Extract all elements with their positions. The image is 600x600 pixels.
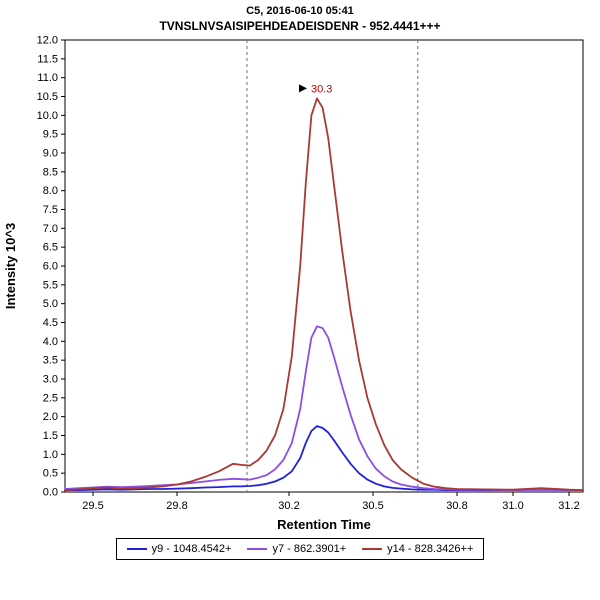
legend: y9 - 1048.4542+ y7 - 862.3901+ y14 - 828.3… [115,537,485,560]
svg-text:8.0: 8.0 [43,185,58,197]
y-axis-title: Intensity 10^3 [3,223,18,309]
legend-item: y7 - 862.3901+ [247,543,346,555]
svg-text:2.5: 2.5 [43,392,58,404]
svg-text:10.0: 10.0 [37,110,58,122]
legend-line-swatch [126,547,147,550]
peak-annotation: 30.3 [299,83,332,95]
svg-text:30.8: 30.8 [446,500,467,512]
svg-text:9.0: 9.0 [43,147,58,159]
svg-text:5.0: 5.0 [43,298,58,310]
svg-text:0.0: 0.0 [43,486,58,498]
svg-text:1.0: 1.0 [43,449,58,461]
legend-line-swatch [247,547,268,550]
replicate-title: C5, 2016-06-10 05:41 [246,5,354,17]
svg-text:4.0: 4.0 [43,336,58,348]
integration-boundaries[interactable] [246,39,419,492]
chromatogram-plot[interactable]: 0.0 0.5 1.0 1.5 2.0 2.5 3.0 3.5 4.0 4.5 5.0 5.5 6.0 6… [0,34,600,534]
svg-text:6.5: 6.5 [43,241,58,253]
svg-text:11.5: 11.5 [37,53,58,65]
legend-item: y9 - 1048.4542+ [126,542,232,555]
legend-label: y7 - 862.3901+ [272,542,347,555]
svg-text:29.8: 29.8 [166,500,187,512]
svg-text:8.5: 8.5 [43,166,58,178]
svg-text:10.5: 10.5 [37,91,58,103]
x-axis-title: Retention Time [277,517,371,532]
svg-text:30.2: 30.2 [278,500,299,512]
svg-text:31.2: 31.2 [558,500,579,512]
svg-text:31.0: 31.0 [502,500,523,512]
svg-text:30.5: 30.5 [362,500,383,512]
svg-text:5.5: 5.5 [43,279,58,291]
svg-text:29.5: 29.5 [82,500,103,512]
svg-text:6.0: 6.0 [43,260,58,272]
plot-area-border [64,39,584,493]
svg-text:11.0: 11.0 [37,72,58,84]
svg-text:7.5: 7.5 [43,204,58,216]
svg-text:0.5: 0.5 [43,467,58,479]
chromatogram-traces [64,97,584,491]
svg-text:9.5: 9.5 [43,128,58,140]
legend-label: y14 - 828.3426++ [387,542,474,555]
svg-text:2.0: 2.0 [43,411,58,423]
legend-area: y9 - 1048.4542+ y7 - 862.3901+ y14 - 828.3… [0,537,600,560]
legend-label: y9 - 1048.4542+ [151,542,232,555]
chromatogram-panel: C5, 2016-06-10 05:41 TVNSLNVSAISIPEHDEAD… [0,0,600,560]
svg-text:7.0: 7.0 [43,223,58,235]
svg-text:12.0: 12.0 [37,34,58,46]
x-axis-ticks: 29.5 29.8 30.2 30.5 30.8 31.0 31.2 [82,491,580,512]
y-axis-ticks: 0.0 0.5 1.0 1.5 2.0 2.5 3.0 3.5 4.0 4.5 5.0 5.5 6.0 6… [37,34,65,498]
svg-text:30.3: 30.3 [311,83,332,95]
legend-line-swatch [362,547,383,550]
legend-item: y14 - 828.3426++ [362,543,473,555]
svg-text:3.0: 3.0 [43,373,58,385]
svg-text:1.5: 1.5 [43,430,58,442]
svg-text:4.5: 4.5 [43,317,58,329]
chart-titles: C5, 2016-06-10 05:41 TVNSLNVSAISIPEHDEAD… [0,0,600,34]
peptide-subtitle: TVNSLNVSAISIPEHDEADEISDENR - 952.4441+++ [159,18,441,33]
svg-text:3.5: 3.5 [43,354,58,366]
